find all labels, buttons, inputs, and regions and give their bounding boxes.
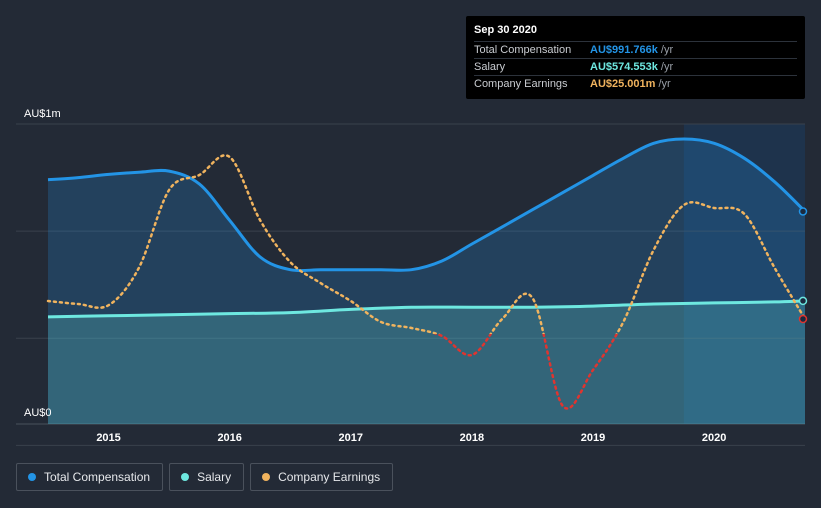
legend-dot-icon [28, 473, 36, 481]
tooltip-row-unit: /yr [660, 44, 674, 56]
company-earnings-end-dot [798, 314, 808, 324]
tooltip-date: Sep 30 2020 [474, 24, 537, 36]
highlight-band [683, 124, 805, 424]
chart-legend: Total Compensation Salary Company Earnin… [16, 463, 394, 491]
tooltip-row-unit: /yr [658, 78, 671, 90]
total-compensation-line [47, 137, 807, 273]
legend-label: Company Earnings [278, 470, 381, 484]
legend-item-salary[interactable]: Salary [169, 463, 245, 491]
x-tick-label: 2017 [339, 432, 363, 444]
tooltip-row-label: Company Earnings [474, 78, 568, 90]
legend-label: Total Compensation [44, 470, 151, 484]
legend-item-total-compensation[interactable]: Total Compensation [16, 463, 164, 491]
x-tick-label: 2019 [581, 432, 605, 444]
tooltip-row-value: AU$991.766k [590, 44, 658, 56]
salary-end-dot [798, 296, 808, 306]
legend-item-company-earnings[interactable]: Company Earnings [250, 463, 394, 491]
salary-line [47, 299, 806, 319]
tooltip-row-value: AU$25.001m [590, 78, 656, 90]
x-tick-label: 2015 [96, 432, 120, 444]
data-tooltip: Sep 30 2020 Total Compensation AU$991.76… [466, 16, 805, 99]
x-tick-label: 2020 [702, 432, 726, 444]
legend-label: Salary [197, 470, 232, 484]
x-axis-ticks: 2015 2016 2017 2018 2019 2020 [96, 432, 726, 444]
tooltip-row-company-earnings: Company Earnings AU$25.001m /yr [474, 75, 797, 92]
tooltip-row-value: AU$574.553k [590, 61, 658, 73]
tooltip-row-salary: Salary AU$574.553k /yr [474, 58, 797, 75]
total-compensation-end-dot [798, 207, 808, 216]
tooltip-row-label: Salary [474, 61, 506, 73]
y-axis-bottom-label: AU$0 [24, 407, 52, 419]
series-end-markers [798, 207, 808, 324]
tooltip-row-total-compensation: Total Compensation AU$991.766k /yr [474, 41, 797, 58]
salary-area [48, 300, 805, 424]
legend-dot-icon [262, 473, 271, 481]
y-axis-top-label: AU$1m [24, 108, 61, 120]
company-earnings-line [46, 154, 807, 334]
grid-lines [16, 123, 805, 446]
series-lines [46, 137, 807, 410]
legend-dot-icon [181, 473, 190, 481]
total-compensation-area [48, 139, 805, 424]
tooltip-row-label: Total Compensation [474, 44, 572, 56]
series-areas [48, 139, 805, 424]
tooltip-row-unit: /yr [660, 61, 674, 73]
x-tick-label: 2016 [217, 432, 241, 444]
x-tick-label: 2018 [460, 432, 484, 444]
